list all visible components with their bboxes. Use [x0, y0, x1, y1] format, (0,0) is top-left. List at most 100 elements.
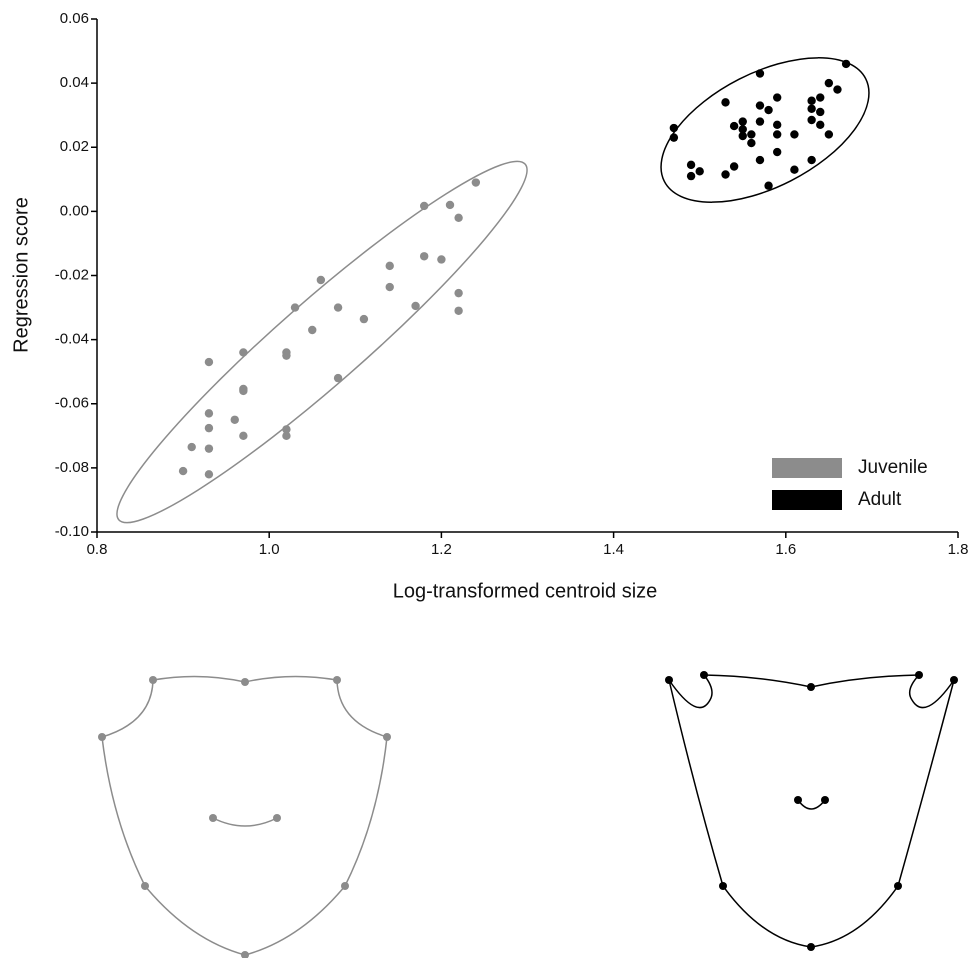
- point: [755, 69, 765, 78]
- landmark: [950, 676, 958, 684]
- point: [833, 85, 842, 94]
- landmark: [273, 814, 281, 822]
- point: [755, 155, 765, 165]
- landmark: [915, 671, 923, 679]
- juvenile-ellipse: [116, 160, 528, 524]
- x-tick-label: 0.8: [87, 541, 108, 558]
- point: [204, 357, 214, 367]
- legend-label: Adult: [858, 489, 902, 510]
- point: [239, 386, 248, 396]
- point: [333, 373, 343, 383]
- point: [772, 130, 782, 139]
- x-tick-label: 1.6: [775, 541, 796, 558]
- landmark: [894, 882, 902, 890]
- point: [738, 125, 747, 134]
- point: [454, 288, 463, 298]
- point: [841, 59, 851, 69]
- juvenile-outline: [101, 675, 388, 956]
- point: [230, 415, 239, 424]
- point: [721, 98, 730, 107]
- x-axis-label: Log-transformed centroid size: [393, 580, 658, 602]
- point: [729, 121, 739, 131]
- point: [686, 160, 696, 170]
- juvenile-shape: [101, 675, 388, 956]
- x-tick-label: 1.8: [948, 541, 969, 558]
- point: [816, 93, 825, 102]
- point: [790, 130, 799, 139]
- landmark: [665, 676, 673, 684]
- y-tick-label: -0.06: [55, 395, 89, 412]
- x-tick-label: 1.4: [603, 541, 624, 558]
- point: [695, 167, 704, 176]
- point: [738, 131, 747, 141]
- point: [419, 252, 429, 261]
- y-tick-label: -0.10: [55, 523, 89, 540]
- point: [738, 117, 747, 126]
- point: [747, 130, 756, 139]
- point: [755, 117, 765, 126]
- point: [807, 155, 816, 165]
- point: [308, 325, 317, 335]
- landmark: [719, 882, 727, 890]
- point: [454, 306, 463, 315]
- point: [764, 105, 773, 115]
- legend-label: Juvenile: [858, 457, 928, 478]
- landmark: [333, 676, 341, 684]
- point: [471, 178, 481, 187]
- point: [729, 162, 739, 171]
- point: [807, 104, 816, 113]
- point: [755, 101, 765, 110]
- point: [824, 78, 834, 88]
- point: [772, 120, 782, 130]
- point: [772, 147, 782, 157]
- point: [764, 181, 773, 190]
- landmark: [241, 951, 249, 958]
- point: [816, 107, 825, 117]
- point: [282, 351, 291, 360]
- landmark: [700, 671, 708, 679]
- point: [686, 171, 696, 181]
- point: [454, 213, 463, 222]
- x-tick-label: 1.2: [431, 541, 452, 558]
- y-tick-label: -0.04: [55, 331, 89, 348]
- point: [385, 282, 394, 292]
- y-tick-label: 0.06: [60, 10, 89, 27]
- adult-ellipse: [660, 57, 870, 203]
- point: [747, 138, 756, 148]
- point: [772, 93, 782, 102]
- y-tick-label: -0.02: [55, 266, 89, 283]
- landmark: [821, 796, 829, 804]
- point: [790, 165, 799, 174]
- point: [204, 444, 214, 453]
- point: [204, 423, 214, 433]
- adult-shape: [668, 674, 955, 948]
- y-axis-label: Regression score: [10, 197, 32, 353]
- point: [445, 200, 455, 210]
- point: [359, 314, 369, 324]
- landmark: [209, 814, 217, 822]
- adult-inner: [797, 799, 826, 810]
- point: [239, 431, 248, 441]
- point: [282, 425, 291, 434]
- adult-outline: [668, 674, 955, 948]
- y-tick-label: 0.02: [60, 138, 89, 155]
- point: [411, 301, 420, 311]
- point: [333, 303, 343, 312]
- x-tick-label: 1.0: [259, 541, 280, 558]
- landmark: [141, 882, 149, 890]
- landmark: [383, 733, 391, 741]
- landmark: [98, 733, 106, 741]
- point: [419, 201, 429, 211]
- point: [187, 442, 196, 452]
- point: [437, 255, 446, 264]
- landmark: [807, 683, 815, 691]
- y-tick-label: 0.04: [60, 74, 89, 91]
- point: [807, 115, 816, 125]
- point: [669, 123, 679, 133]
- landmark: [794, 796, 802, 804]
- point: [824, 130, 834, 139]
- point: [721, 170, 730, 179]
- point: [807, 96, 816, 105]
